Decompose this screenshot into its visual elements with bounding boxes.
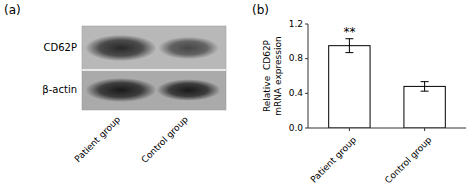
panel-label: (b) [252, 3, 269, 17]
y-tick-label: 1.2 [289, 19, 303, 29]
blot-band [85, 35, 156, 61]
row-label: β-actin [42, 84, 77, 95]
y-axis-label-line: Relative CD62P [262, 39, 272, 112]
row-label: CD62P [44, 42, 77, 53]
panel-a: (a) CD62P β-actin Patient group Control grou… [4, 3, 226, 165]
x-tick-label: Patient group [309, 135, 359, 185]
blot-background [82, 70, 226, 110]
panel-b: (b) 0.0 0.4 0.8 1.2 Relative CD62PmRNA expres… [252, 3, 466, 185]
y-axis [308, 24, 309, 128]
y-axis-label: Relative CD62PmRNA expression [262, 36, 283, 115]
blot-band [158, 37, 219, 59]
figure: (a) CD62P β-actin Patient group Control grou… [0, 0, 474, 192]
error-cap [421, 81, 429, 82]
y-tick-label: 0.4 [289, 88, 304, 98]
x-axis [308, 128, 466, 129]
error-bar [345, 39, 353, 53]
significance: ** [343, 25, 355, 39]
x-tick [349, 128, 350, 131]
x-tick [424, 128, 425, 131]
bar [404, 86, 445, 128]
y-axis-label-line: mRNA expression [273, 36, 283, 115]
error-line [424, 82, 425, 92]
blot-background [82, 26, 226, 70]
x-tick-label: Control group [383, 135, 434, 186]
error-bar [421, 82, 429, 92]
y-tick-label: 0.0 [289, 123, 304, 133]
error-line [349, 39, 350, 53]
error-cap [421, 91, 429, 92]
panel-label: (a) [4, 3, 21, 17]
blot-band [157, 79, 221, 101]
bars [329, 39, 446, 128]
separator [82, 69, 226, 71]
y-tick-label: 0.8 [289, 53, 304, 63]
blot-band [85, 78, 156, 102]
column-label: Patient group [73, 114, 123, 164]
error-cap [345, 52, 353, 53]
bar [329, 46, 370, 128]
column-label: Control group [139, 114, 190, 165]
